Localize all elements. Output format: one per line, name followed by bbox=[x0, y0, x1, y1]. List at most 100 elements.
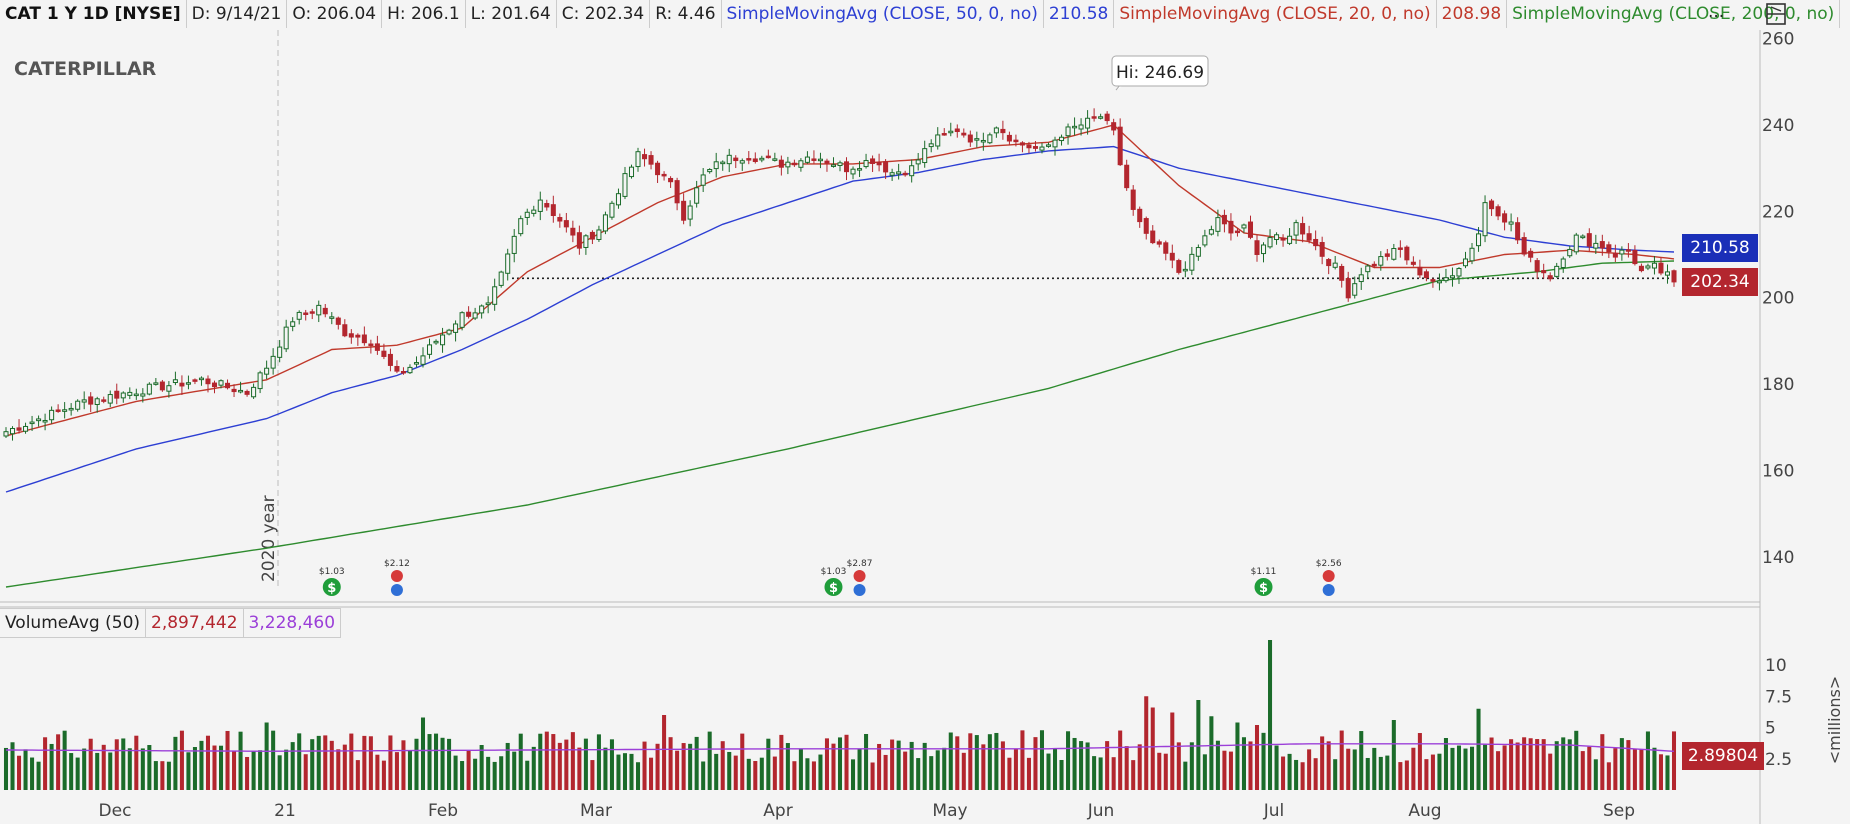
volume-bar bbox=[759, 757, 764, 790]
volume-bar bbox=[1163, 753, 1168, 790]
sma20-study-label[interactable]: SimpleMovingAvg (CLOSE, 20, 0, no) bbox=[1114, 0, 1437, 28]
volume-bar bbox=[199, 740, 204, 790]
price-tick-label: 140 bbox=[1762, 548, 1794, 568]
candle-up bbox=[531, 209, 537, 214]
volume-bar bbox=[870, 762, 875, 790]
candle-down bbox=[1606, 244, 1612, 253]
volume-bar bbox=[440, 737, 445, 790]
volume-avg-line bbox=[6, 743, 1675, 753]
volume-bar bbox=[1567, 739, 1572, 790]
symbol-label[interactable]: CAT 1 Y 1D [NYSE] bbox=[0, 0, 187, 28]
candle-down bbox=[1521, 237, 1527, 255]
volume-bar bbox=[1561, 737, 1566, 790]
candle-up bbox=[166, 385, 172, 392]
date-axis-label: Mar bbox=[580, 801, 612, 821]
candle-down bbox=[1345, 278, 1351, 299]
candle-up bbox=[1098, 116, 1104, 119]
dividend-icon bbox=[1254, 578, 1273, 596]
candle-up bbox=[628, 166, 635, 178]
chart-header: CAT 1 Y 1D [NYSE] D: 9/14/21 O: 206.04 H: 2… bbox=[0, 0, 1850, 30]
volume-bar bbox=[10, 742, 15, 790]
volume-bar bbox=[714, 753, 719, 790]
candle-up bbox=[1352, 283, 1358, 296]
volume-bar bbox=[1541, 739, 1546, 790]
candle-up bbox=[453, 323, 459, 333]
price-tick-label: 220 bbox=[1762, 202, 1794, 222]
volume-bar bbox=[1052, 748, 1058, 790]
volume-bar bbox=[564, 739, 569, 790]
earnings-icon bbox=[390, 570, 403, 582]
volume-bar bbox=[362, 735, 367, 790]
layout-icon[interactable] bbox=[1765, 2, 1787, 26]
candle-down bbox=[876, 162, 882, 166]
candle-up bbox=[1072, 125, 1078, 129]
volume-bar bbox=[1417, 733, 1422, 790]
candle-up bbox=[1573, 234, 1579, 253]
volume-bar bbox=[1046, 753, 1051, 790]
sma50-study-label[interactable]: SimpleMovingAvg (CLOSE, 50, 0, no) bbox=[722, 0, 1044, 28]
candle-down bbox=[563, 220, 569, 228]
volume-bar bbox=[811, 761, 816, 790]
volume-bar bbox=[942, 747, 947, 790]
volume-study-label[interactable]: VolumeAvg (50) bbox=[0, 608, 147, 638]
volume-bar bbox=[1385, 755, 1390, 790]
candle-down bbox=[205, 378, 211, 385]
candle-up bbox=[1365, 265, 1371, 273]
volume-bar bbox=[297, 733, 302, 790]
volume-bar bbox=[1254, 725, 1260, 790]
candle-up bbox=[993, 127, 999, 134]
candle-down bbox=[1313, 238, 1319, 247]
volume-bar bbox=[649, 757, 654, 790]
candle-up bbox=[687, 205, 693, 220]
volume-bar bbox=[922, 742, 927, 790]
volume-bar bbox=[1437, 753, 1442, 790]
candle-down bbox=[1254, 240, 1260, 255]
candle-up bbox=[42, 419, 48, 423]
candle-down bbox=[550, 204, 556, 217]
volume-bar bbox=[1157, 752, 1162, 790]
volume-bar bbox=[785, 743, 790, 790]
date-axis-label: May bbox=[932, 801, 967, 821]
candle-down bbox=[303, 312, 309, 315]
more-menu-button[interactable]: ... bbox=[1708, 2, 1725, 22]
candle-down bbox=[1384, 253, 1390, 257]
volume-bar bbox=[342, 744, 347, 790]
candle-up bbox=[1664, 271, 1671, 276]
volume-bar bbox=[668, 737, 673, 790]
volume-bar bbox=[473, 758, 478, 790]
date-axis-label: Feb bbox=[428, 801, 458, 821]
volume-bar bbox=[818, 754, 823, 790]
volume-bar bbox=[981, 744, 986, 790]
candle-down bbox=[961, 132, 967, 136]
volume-bar bbox=[453, 755, 458, 790]
sma200-study-label[interactable]: SimpleMovingAvg (CLOSE, 200, 0, no) bbox=[1507, 0, 1841, 28]
volume-bar bbox=[609, 739, 614, 790]
volume-bar bbox=[1450, 747, 1455, 790]
candle-up bbox=[238, 389, 244, 393]
candle-up bbox=[472, 312, 478, 319]
volume-bar bbox=[1430, 754, 1435, 790]
dividend-label: $1.11 bbox=[1251, 567, 1277, 577]
volume-bar bbox=[95, 752, 100, 790]
volume-bar bbox=[1391, 720, 1396, 790]
volume-bar bbox=[407, 750, 412, 790]
dividend-label: $1.03 bbox=[821, 567, 847, 577]
candle-down bbox=[902, 172, 908, 176]
volume-bar bbox=[994, 732, 999, 790]
volume-bar bbox=[434, 733, 439, 790]
volume-bar bbox=[727, 751, 732, 790]
volume-bar bbox=[447, 738, 452, 790]
candle-down bbox=[1150, 230, 1156, 244]
volume-bar bbox=[460, 761, 465, 790]
price-tick-label: 160 bbox=[1762, 461, 1794, 481]
volume-bar bbox=[681, 743, 686, 790]
candle-up bbox=[127, 391, 133, 396]
year-marker-label: 2020 year bbox=[259, 495, 279, 582]
volume-bar bbox=[232, 751, 237, 790]
candle-up bbox=[980, 139, 986, 143]
volume-bar bbox=[948, 732, 953, 790]
volume-bar bbox=[688, 743, 693, 790]
candle-down bbox=[1612, 253, 1618, 258]
volume-bar bbox=[1619, 738, 1624, 790]
